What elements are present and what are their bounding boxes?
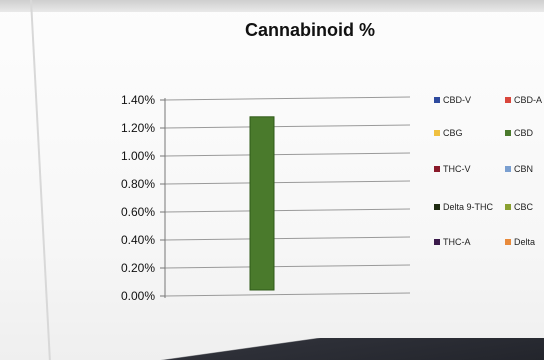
bars xyxy=(249,116,275,291)
legend-label: CBG xyxy=(443,128,463,138)
gridline xyxy=(164,292,411,297)
gridline xyxy=(164,236,411,241)
gridline xyxy=(164,180,411,185)
legend-label: THC-V xyxy=(443,164,471,174)
legend-swatch xyxy=(434,166,440,172)
legend-swatch xyxy=(434,97,440,103)
legend-swatch xyxy=(434,204,440,210)
legend-label: CBD-A xyxy=(514,95,542,105)
legend-swatch xyxy=(505,166,511,172)
paper-top-edge xyxy=(0,0,544,12)
gridline xyxy=(164,124,411,129)
y-tick-label: 0.20% xyxy=(121,261,155,275)
legend-swatch xyxy=(505,130,511,136)
legend-label: Delta xyxy=(514,237,535,247)
legend-swatch xyxy=(505,97,511,103)
y-tick-label: 0.60% xyxy=(121,205,155,219)
legend-swatch xyxy=(505,239,511,245)
gridline xyxy=(164,96,411,101)
y-tick-label: 1.20% xyxy=(121,121,155,135)
legend-swatch xyxy=(505,204,511,210)
y-tick-label: 0.00% xyxy=(121,289,155,303)
y-tick-labels: 0.00% 0.20% 0.40% 0.60% 0.80% 1.00% 1.20% 1.40% xyxy=(121,93,155,303)
y-tick-label: 0.80% xyxy=(121,177,155,191)
gridline xyxy=(164,208,411,213)
legend-swatch xyxy=(434,239,440,245)
y-tick-label: 1.40% xyxy=(121,93,155,107)
legend-label: CBN xyxy=(514,164,533,174)
chart-title: Cannabinoid % xyxy=(245,20,375,40)
legend: CBD-V CBD-A CBG CBD THC-V CBN Delta 9-THC CBC TH… xyxy=(434,95,542,247)
bar-cbd xyxy=(249,116,275,291)
background-desk xyxy=(0,338,544,360)
legend-label: CBC xyxy=(514,202,534,212)
y-tick-label: 1.00% xyxy=(121,149,155,163)
gridline xyxy=(164,264,411,269)
legend-swatch xyxy=(434,130,440,136)
legend-label: CBD-V xyxy=(443,95,471,105)
legend-label: Delta 9-THC xyxy=(443,202,494,212)
legend-label: THC-A xyxy=(443,237,471,247)
gridline xyxy=(164,152,411,157)
legend-label: CBD xyxy=(514,128,534,138)
gridlines xyxy=(164,96,411,297)
y-axis xyxy=(160,98,166,298)
y-tick-label: 0.40% xyxy=(121,233,155,247)
